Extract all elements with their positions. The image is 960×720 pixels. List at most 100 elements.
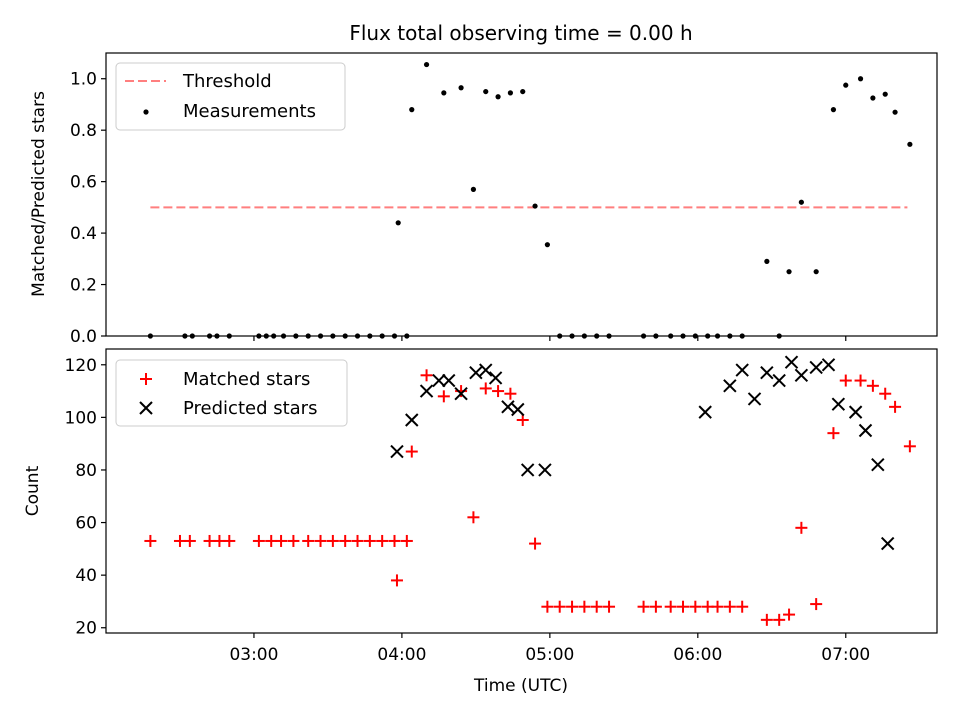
top-y-tick-label: 1.0 — [70, 70, 97, 90]
bottom-y-tick-label: 80 — [75, 461, 97, 481]
measurement-point — [214, 333, 220, 339]
matched-star-marker — [664, 600, 677, 613]
measurement-point — [857, 76, 864, 82]
measurement-point — [470, 186, 477, 192]
top-y-tick-label: 0.0 — [70, 327, 97, 347]
measurement-point — [147, 333, 153, 339]
measurement-point — [581, 333, 587, 339]
matched-star-marker — [773, 613, 786, 626]
bottom-y-axis-label: Count — [23, 465, 43, 516]
predicted-star-marker — [831, 397, 846, 411]
predicted-star-marker — [858, 423, 873, 438]
measurement-point — [739, 333, 745, 339]
matched-star-marker — [839, 374, 852, 387]
predicted-star-marker — [871, 457, 885, 472]
measurement-point — [280, 333, 287, 339]
matched-star-marker — [420, 369, 433, 382]
measurement-point — [532, 203, 538, 209]
predicted-star-marker — [747, 392, 762, 406]
matched-star-marker — [677, 600, 690, 613]
top-y-tick-label: 0.6 — [70, 173, 97, 193]
matched-star-marker — [566, 600, 579, 613]
bottom-legend: Matched stars Predicted stars — [115, 359, 348, 427]
bottom-x-tick-label: 04:00 — [377, 645, 426, 665]
matched-star-marker — [390, 574, 403, 587]
matched-star-marker — [467, 511, 480, 524]
legend-measurements-swatch — [143, 109, 149, 115]
measurement-point — [404, 333, 410, 339]
predicted-star-marker — [538, 463, 552, 477]
top-y-tick-label: 0.4 — [70, 224, 97, 244]
bottom-panel: 20 40 60 80 100 120 03:00 04:00 05:00 06:00 07:00… — [23, 348, 938, 696]
matched-star-marker — [516, 414, 529, 426]
measurement-point — [206, 333, 213, 339]
predicted-star-marker — [442, 373, 456, 388]
measurement-point — [458, 85, 464, 91]
measurement-point — [271, 333, 277, 339]
predicted-star-marker — [520, 463, 535, 477]
measurement-point — [423, 61, 430, 68]
measurement-point — [391, 333, 398, 339]
measurement-point — [342, 333, 348, 339]
matched-star-marker — [879, 387, 892, 400]
matched-star-marker — [529, 537, 542, 550]
matched-star-marker — [302, 534, 315, 547]
chart-title: Flux total observing time = 0.00 h — [349, 21, 692, 45]
matched-star-marker — [400, 534, 413, 547]
predicted-star-marker — [454, 386, 468, 401]
predicted-star-marker — [432, 373, 446, 388]
matched-star-marker — [827, 427, 840, 440]
bottom-x-tick-label: 03:00 — [229, 645, 278, 665]
predicted-stars-series — [390, 355, 895, 551]
measurement-point — [594, 333, 600, 339]
measurement-point — [409, 107, 415, 113]
matched-star-marker — [810, 598, 823, 611]
matched-star-marker — [252, 534, 265, 547]
measurement-point — [606, 333, 612, 339]
top-y-axis-label: Matched/Predicted stars — [29, 91, 49, 297]
bottom-y-axis-ticks: 20 40 60 80 100 120 — [65, 356, 106, 639]
measurement-point — [189, 333, 195, 339]
top-y-tick-label: 0.2 — [70, 276, 97, 296]
matched-star-marker — [314, 534, 327, 547]
measurement-point — [305, 333, 311, 339]
bottom-x-tick-label: 07:00 — [821, 645, 870, 665]
top-legend: Threshold Measurements — [115, 62, 346, 131]
matched-star-marker — [590, 600, 603, 613]
measurement-point — [727, 333, 733, 339]
measurement-point — [714, 333, 721, 339]
top-y-tick-label: 0.8 — [70, 121, 97, 141]
measurement-point — [907, 141, 913, 147]
measurement-point — [870, 95, 876, 101]
matched-star-marker — [854, 374, 867, 387]
measurement-point — [680, 333, 686, 339]
matched-star-marker — [388, 534, 401, 547]
measurement-point — [354, 333, 361, 339]
top-x-axis-ticks — [253, 336, 847, 341]
bottom-y-tick-label: 40 — [75, 566, 97, 586]
measurement-point — [379, 333, 385, 339]
bottom-x-axis-ticks: 03:00 04:00 05:00 06:00 07:00 — [229, 633, 870, 665]
measurement-point — [653, 333, 659, 339]
matched-star-marker — [363, 534, 376, 547]
matched-star-marker — [479, 382, 492, 395]
predicted-star-marker — [479, 363, 493, 377]
legend-predicted-label: Predicted stars — [183, 398, 317, 419]
predicted-star-marker — [848, 405, 863, 419]
predicted-star-marker — [723, 379, 737, 393]
matched-star-marker — [492, 385, 505, 398]
measurement-point — [692, 333, 698, 339]
matched-star-marker — [637, 600, 650, 613]
matched-star-marker — [578, 600, 591, 613]
matched-star-marker — [889, 400, 902, 413]
legend-matched-label: Matched stars — [183, 369, 310, 390]
bottom-legend-box — [115, 359, 348, 427]
bottom-y-tick-label: 60 — [75, 514, 97, 534]
matched-star-marker — [339, 534, 352, 547]
predicted-star-marker — [809, 360, 823, 375]
predicted-star-marker — [821, 358, 836, 372]
measurement-point — [483, 88, 489, 95]
matched-star-marker — [723, 600, 736, 613]
bottom-y-tick-label: 120 — [65, 356, 97, 376]
matched-star-marker — [504, 387, 517, 400]
